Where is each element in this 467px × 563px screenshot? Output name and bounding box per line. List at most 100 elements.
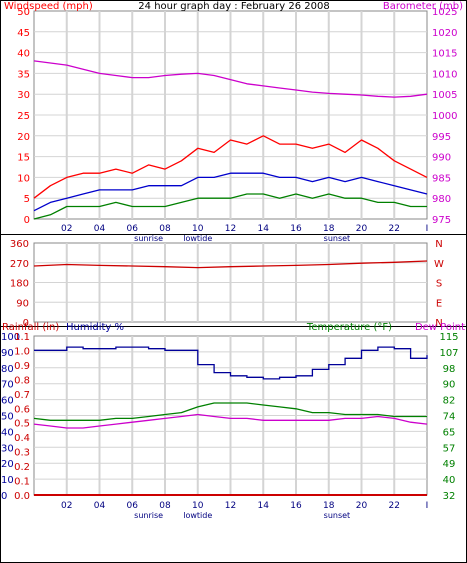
dewpoint-series-line — [33, 413, 428, 429]
sunset-label: sunset — [324, 511, 351, 520]
humidity-tick-label: 100 — [1, 332, 20, 343]
rainfall-axis-title: Rainfall (in) — [2, 322, 59, 333]
humidity-tick-label: 40 — [1, 427, 14, 438]
temperature-tick-label: 65 — [443, 427, 456, 438]
compass-tick-label: E — [436, 298, 442, 309]
chart-title: 24 hour graph day : February 26 2008 — [138, 1, 329, 12]
temperature-tick-label: 40 — [443, 475, 456, 486]
x-tick-label: 06 — [127, 224, 139, 234]
wind-tick-label: 10 — [17, 173, 30, 184]
wind-tick-label: 45 — [17, 28, 30, 39]
temperature-series-line — [33, 402, 427, 421]
x-tick-label: 14 — [258, 224, 270, 234]
x-tick-label: 16 — [290, 501, 302, 511]
barometer-axis-title: Barometer (mb) — [383, 1, 463, 12]
direction-frame — [0, 234, 467, 327]
x-tick-label: 12 — [225, 501, 236, 511]
humidity-frame — [0, 326, 467, 563]
dewpoint-axis-title: Dew Point — [415, 322, 465, 333]
x-tick-label: 02 — [61, 501, 72, 511]
temperature-tick-label: 74 — [443, 412, 456, 423]
barometer-tick-label: 985 — [432, 173, 451, 184]
x-tick-label: 10 — [192, 501, 204, 511]
x-tick-label: 06 — [127, 501, 139, 511]
barometer-tick-label: 1000 — [432, 111, 457, 122]
wind-tick-label: 30 — [17, 90, 30, 101]
temperature-axis-title: Temperature (°F) — [306, 322, 392, 333]
rainfall-tick-label: 0.6 — [14, 404, 30, 415]
barometer-tick-label: 1010 — [432, 69, 457, 80]
rainfall-tick-label: 0.8 — [14, 375, 30, 386]
x-tick-label: 04 — [94, 224, 106, 234]
humidity-tick-label: 50 — [1, 412, 14, 423]
x-tick-label: 12 — [225, 224, 236, 234]
x-tick-label: 08 — [159, 501, 171, 511]
temperature-tick-label: 98 — [443, 364, 456, 375]
rainfall-tick-label: 1.0 — [14, 346, 30, 357]
temperature-tick-label: 82 — [443, 396, 456, 407]
wind-tick-label: 35 — [17, 69, 30, 80]
x-tick-label: 16 — [290, 224, 302, 234]
temperature-tick-label: 107 — [439, 348, 458, 359]
barometer-tick-label: 1015 — [432, 49, 457, 60]
humidity-tick-label: 70 — [1, 380, 14, 391]
wind-tick-label: 15 — [17, 153, 30, 164]
temperature-tick-label: 32 — [443, 491, 456, 502]
direction-tick-label: 0 — [23, 318, 29, 329]
compass-tick-label: N — [435, 239, 442, 250]
wind-gust-series-line — [33, 135, 428, 199]
barometer-tick-label: 1005 — [432, 90, 457, 101]
wind-tick-label: 5 — [24, 194, 30, 205]
rainfall-tick-label: 0.7 — [14, 390, 30, 401]
rainfall-tick-label: 0.9 — [14, 361, 30, 372]
x-tick-label: 20 — [356, 501, 368, 511]
wind-average-series-line — [33, 172, 428, 212]
compass-tick-label: S — [436, 279, 442, 290]
x-tick-label: 08 — [159, 224, 171, 234]
x-tick-label: 18 — [323, 501, 335, 511]
humidity-tick-label: 90 — [1, 348, 14, 359]
barometer-tick-label: 975 — [432, 215, 451, 226]
wind-tick-label: 20 — [17, 132, 30, 143]
temperature-tick-label: 57 — [443, 443, 456, 454]
humidity-axis-title: Humidity % — [66, 322, 124, 333]
temperature-tick-label: 90 — [443, 380, 456, 391]
wind-tick-label: 40 — [17, 49, 30, 60]
x-tick-label: 04 — [94, 501, 106, 511]
rainfall-tick-label: 0.1 — [14, 477, 30, 488]
barometer-tick-label: 995 — [432, 132, 451, 143]
barometer-series-line — [33, 60, 428, 98]
rainfall-tick-label: 1.1 — [14, 332, 30, 343]
sunrise-label: sunrise — [134, 234, 163, 243]
rainfall-tick-label: 0.5 — [14, 419, 30, 430]
sunset-label: sunset — [324, 234, 351, 243]
humidity-tick-label: 0 — [1, 491, 7, 502]
wind-low-series-line — [33, 193, 427, 220]
humidity-series-line — [34, 346, 428, 380]
x-tick-label: 20 — [356, 224, 368, 234]
wind-tick-label: 0 — [24, 215, 30, 226]
windspeed-axis-title: Windspeed (mph) — [4, 1, 93, 12]
rainfall-tick-label: 0.3 — [14, 448, 30, 459]
rainfall-tick-label: 0.4 — [14, 433, 30, 444]
rainfall-tick-label: 0.2 — [14, 462, 30, 473]
temperature-tick-label: 115 — [439, 332, 458, 343]
direction-tick-label: 270 — [10, 259, 29, 270]
wind-direction-series-line — [33, 260, 428, 269]
lowtide-label: lowtide — [183, 511, 212, 520]
x-tick-label: 10 — [192, 224, 204, 234]
x-tick-label: 14 — [258, 501, 270, 511]
x-tick-label: 02 — [61, 224, 72, 234]
direction-tick-label: 360 — [10, 239, 29, 250]
compass-tick-label: W — [434, 259, 444, 270]
wind-tick-label: 50 — [17, 7, 30, 18]
humidity-tick-label: 30 — [1, 443, 14, 454]
x-tick-end-mark: I — [426, 501, 429, 511]
x-tick-label: 18 — [323, 224, 335, 234]
compass-tick-label: N — [435, 318, 442, 329]
x-tick-end-mark: I — [426, 224, 429, 234]
temperature-tick-label: 49 — [443, 459, 456, 470]
